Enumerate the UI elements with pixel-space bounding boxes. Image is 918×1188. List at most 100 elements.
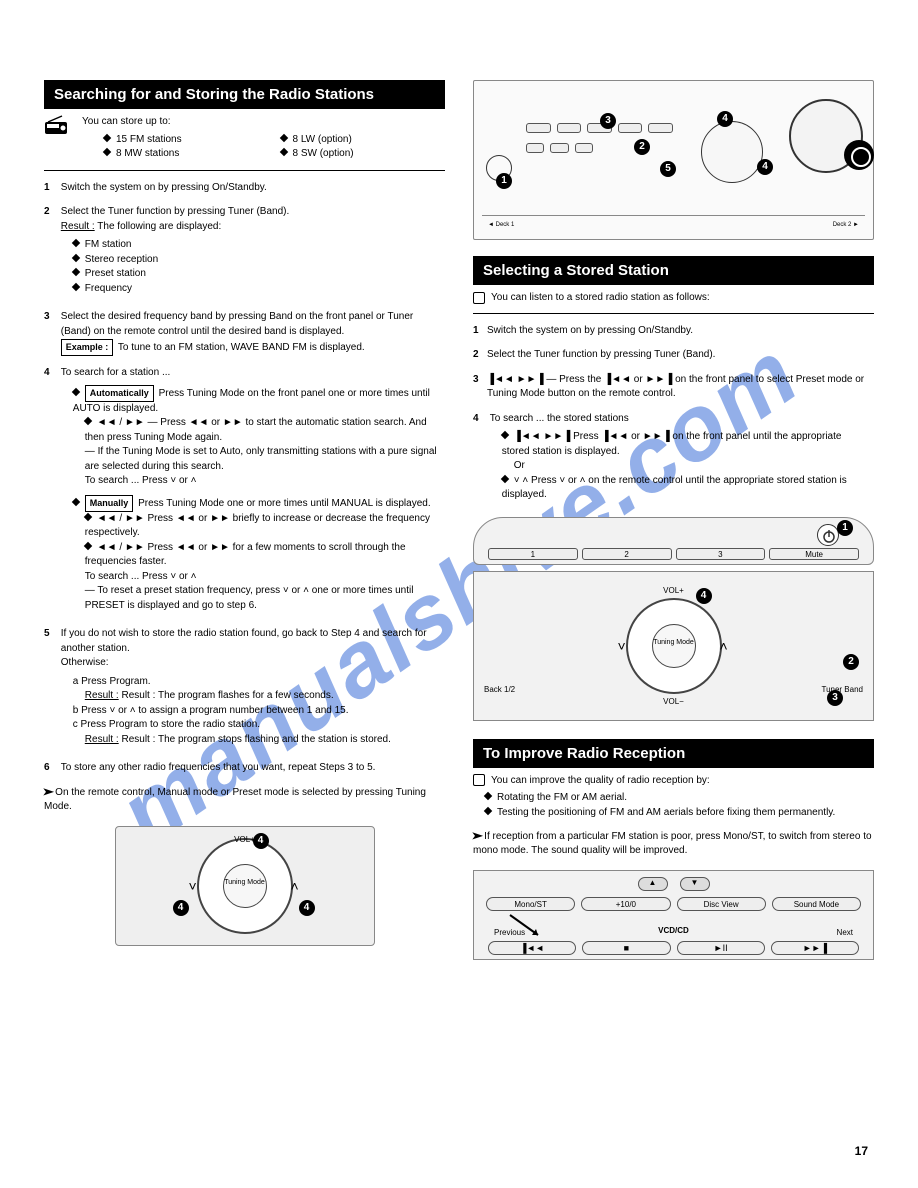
left-title: Searching for and Storing the Radio Stat… [44,80,445,109]
transport-stop-icon: ■ [582,941,670,955]
mono-title: To Improve Radio Reception [473,739,874,768]
callout-l3: 4 [299,900,315,916]
step2-item-1: Stereo reception [85,254,158,265]
remote-power-icon [817,524,839,546]
left-column: Searching for and Storing the Radio Stat… [44,80,445,960]
remote-top-callout: 1 [837,520,853,536]
left-footnote: ➤ On the remote control, Manual mode or … [44,786,445,814]
sel-step-1: 1Switch the system on by pressing On/Sta… [473,324,874,339]
vcd-label: VCD/CD [658,926,689,935]
note-arrow-icon: ➤ [42,786,54,800]
auto-note: If the Tuning Mode is set to Auto, only … [85,446,437,472]
select-title: Selecting a Stored Station [473,256,874,285]
navpad-center-label: Tuning Mode [223,864,267,908]
rb-up: ▲ [638,877,668,891]
remote-icon [473,292,485,304]
mono-note-text: If reception from a particular FM statio… [473,831,872,856]
remote-mid-callout-4: 4 [696,588,712,604]
bullet-fm: 15 FM stations [116,134,182,145]
step4-lead: To search for a station ... [61,367,171,378]
example-body: To tune to an FM station, WAVE BAND FM i… [118,342,365,353]
step5-b: b Press ˅ or ˄ to assign a program numbe… [73,704,442,719]
device-panel-image: 3 1 2 5 4 4 ◄ Deck 1 Deck 2 ► [473,80,874,240]
step6-text: To store any other radio frequencies tha… [61,761,442,776]
left-navpad-image: Tuning Mode VOL+ ˅ ˄ 4 4 4 [115,826,375,946]
sel2-num: 2 [473,348,487,363]
rbtn-1: 1 [488,548,578,560]
page-number: 17 [855,1144,868,1158]
select-intro: You can listen to a stored radio station… [491,291,710,305]
radio-icon [44,115,68,135]
divider [44,170,445,171]
step3-num: 3 [44,310,58,325]
rbtn-mute: Mute [769,548,859,560]
step2-result-body: The following are displayed: [97,221,221,232]
step5-c: c Press Program to store the radio stati… [73,718,442,733]
step5-a: a Press Program. [73,675,442,690]
dev-callout-4a: 4 [717,111,733,127]
manual-up: To search ... Press ˅ or ˄ [85,571,197,582]
step-2: 2 Select the Tuner function by pressing … [44,205,445,300]
step2-num: 2 [44,205,58,220]
rb-disc: Disc View [677,897,766,911]
note-arrow-icon-2: ➤ [471,830,483,844]
page-content: Searching for and Storing the Radio Stat… [0,0,918,990]
step6-num: 6 [44,761,58,776]
rb-mono: Mono/ST [486,897,575,911]
transport-play-icon: ►II [677,941,765,955]
remote-icon-2 [473,774,485,786]
rb-10: +10/0 [581,897,670,911]
language-badge [844,140,874,170]
step2-item-0: FM station [85,239,132,250]
dev-callout-5: 5 [660,161,676,177]
callout-l2: 4 [173,900,189,916]
remote-mid-callout-2: 2 [843,654,859,670]
mono-intro: You can improve the quality of radio rec… [491,774,710,788]
sel4-lead: To search ... the stored stations [490,413,629,424]
mono-b2: Testing the positioning of FM and AM aer… [497,807,835,818]
remote-bottom-image: ▲ ▼ Mono/ST +10/0 Disc View Sound Mode P… [473,870,874,960]
sel3-num: 3 [473,373,487,388]
mono-note: ➤ If reception from a particular FM stat… [473,830,874,858]
sel3-text: Press the ▐◄◄ or ►►▐ on the front panel … [487,374,864,400]
example-label: Example : [61,339,114,356]
step5-otherwise: Otherwise: [61,657,109,668]
step-6: 6 To store any other radio frequencies t… [44,761,445,776]
left-footnote-text: On the remote control, Manual mode or Pr… [44,787,426,812]
dev-callout-4b: 4 [757,159,773,175]
sel2-text: Select the Tuner function by pressing Tu… [487,348,868,363]
step1-text: Switch the system on by pressing On/Stan… [61,181,442,196]
rbtn-3: 3 [676,548,766,560]
sel-step-4: 4 To search ... the stored stations ▐◄◄ … [473,412,874,507]
dev-callout-2: 2 [634,139,650,155]
step5-c-res: Result : The program stops flashing and … [121,734,390,745]
sel1-num: 1 [473,324,487,339]
callout-l1: 4 [253,833,269,849]
bullet-lw: 8 LW (option) [293,134,352,145]
step2-result-lead: Result : [61,221,95,232]
step1-num: 1 [44,181,58,196]
sel-step-2: 2Select the Tuner function by pressing T… [473,348,874,363]
remote-nav-image: Tuning Mode VOL+ VOL− Back 1/2 Tuner Ban… [473,571,874,721]
mono-b1: Rotating the FM or AM aerial. [497,792,627,803]
sel4-or: Or [514,459,871,474]
dev-callout-1: 1 [496,173,512,189]
store-intro: You can store up to: [82,115,445,129]
rb-down: ▼ [680,877,710,891]
sel1-text: Switch the system on by pressing On/Stan… [487,324,868,339]
step5-num: 5 [44,627,58,642]
remote-back-label: Back 1/2 [484,685,515,694]
transport-next-icon: ►►▐ [771,941,859,955]
transport-prev-icon: ▐◄◄ [488,941,576,955]
remote-top-image: 1 1 2 3 Mute [473,517,874,565]
step-1: 1 Switch the system on by pressing On/St… [44,181,445,196]
step4-num: 4 [44,366,58,381]
bullet-mw: 8 MW stations [116,148,179,159]
step3-text: Select the desired frequency band by pre… [61,311,413,337]
right-column: 3 1 2 5 4 4 ◄ Deck 1 Deck 2 ► Selecting … [473,80,874,960]
step-5: 5 If you do not wish to store the radio … [44,627,445,751]
step2-item-2: Preset station [85,268,146,279]
navpad-vol-label: VOL+ [234,835,255,844]
bullet-sw: 8 SW (option) [293,148,354,159]
device-navpad-icon [701,121,763,183]
